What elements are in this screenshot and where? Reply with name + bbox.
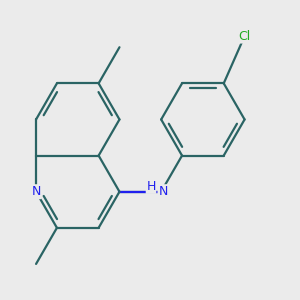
Text: Cl: Cl (238, 30, 251, 43)
Text: N: N (158, 185, 168, 198)
Text: N: N (32, 185, 41, 198)
Text: H: H (146, 180, 156, 193)
